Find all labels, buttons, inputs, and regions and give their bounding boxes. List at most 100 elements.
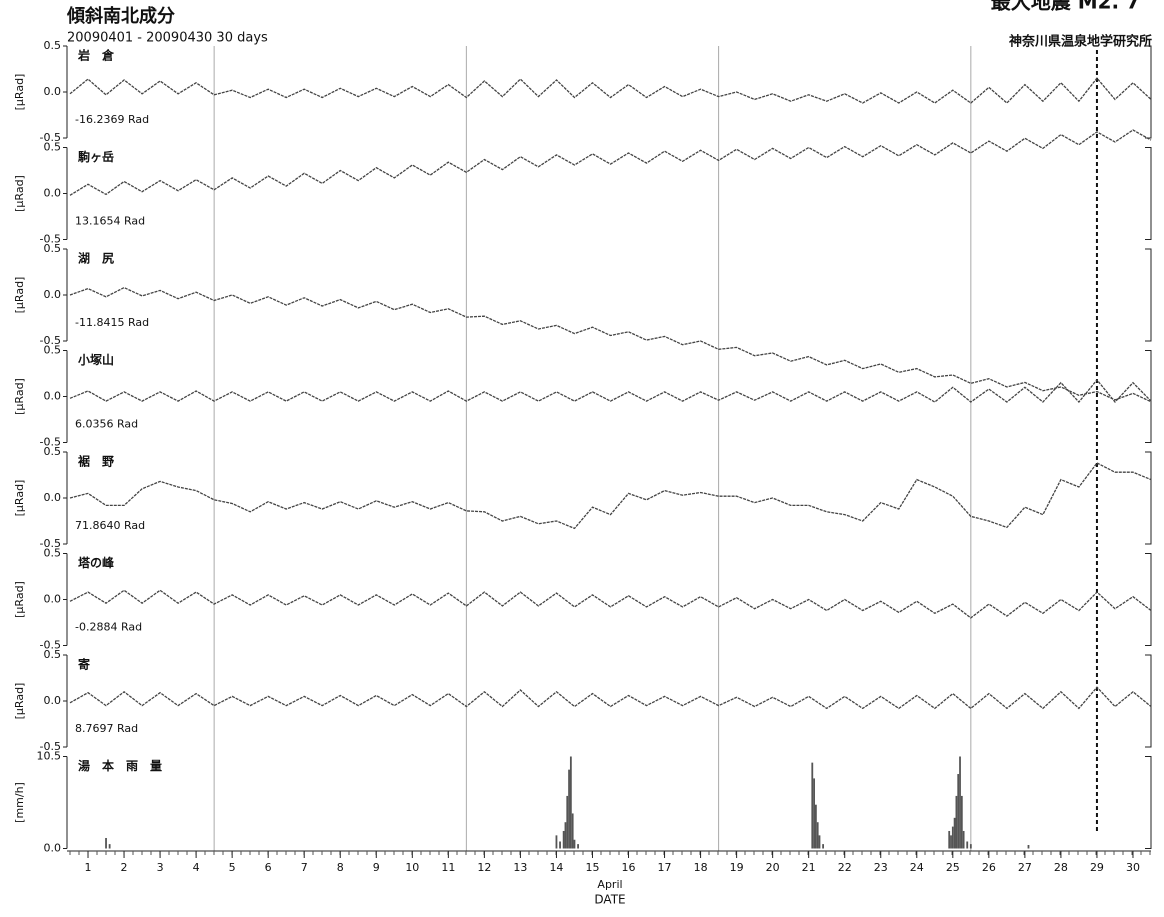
- panel-name: 小塚山: [78, 352, 114, 367]
- offset-label: -0.2884 Rad: [75, 621, 142, 634]
- x-tick-label: 16: [622, 861, 636, 874]
- right-bracket: [1145, 451, 1152, 545]
- y-axis-label: [mm/h]: [13, 782, 26, 823]
- x-tick-label: 4: [193, 861, 200, 874]
- y-tick-label: 0.0: [44, 694, 62, 707]
- rain-bar: [573, 839, 576, 849]
- y-axis-label: [μRad]: [13, 277, 26, 314]
- institute: 神奈川県温泉地学研究所: [1009, 34, 1152, 50]
- rain-bar: [811, 762, 814, 849]
- x-tick-label: 22: [838, 861, 852, 874]
- rain-bar: [957, 774, 960, 849]
- y-tick-label: -0.5: [40, 334, 61, 347]
- panel-name: 塔の峰: [78, 555, 115, 570]
- y-tick-label: 0.0: [44, 491, 62, 504]
- rain-bar: [951, 826, 954, 849]
- y-axis-label: [μRad]: [13, 175, 26, 212]
- x-tick-label: 13: [513, 861, 527, 874]
- x-tick-label: 24: [910, 861, 924, 874]
- y-tick-label: -0.5: [40, 639, 61, 652]
- y-tick-label: 0.5: [44, 648, 62, 661]
- y-tick-label: 0.0: [44, 85, 62, 98]
- right-bracket: [1145, 654, 1152, 748]
- x-tick-label: 11: [441, 861, 455, 874]
- tilt-line: [69, 77, 1152, 104]
- tilt-line: [69, 589, 1152, 619]
- right-bracket: [1145, 553, 1152, 646]
- rain-bar: [966, 841, 969, 849]
- y-tick-label: 10.5: [37, 750, 62, 763]
- y-axis-label: [μRad]: [13, 581, 26, 618]
- tilt-line: [69, 378, 1152, 403]
- panel-name: 裾 野: [78, 454, 114, 469]
- x-tick-label: 5: [229, 861, 236, 874]
- rain-bar: [814, 804, 817, 849]
- rain-bar: [948, 830, 951, 849]
- x-tick-label: 7: [301, 861, 308, 874]
- y-tick-label: -0.5: [40, 233, 61, 246]
- rain-bar: [813, 778, 815, 849]
- rain-bar: [566, 795, 569, 849]
- tilt-line: [69, 129, 1152, 196]
- x-sublabel: April: [597, 878, 622, 891]
- right-bracket: [1145, 248, 1152, 342]
- y-axis-label: [μRad]: [13, 378, 26, 415]
- x-tick-label: 2: [121, 861, 128, 874]
- y-tick-label: 0.5: [44, 445, 62, 458]
- y-tick-label: -0.5: [40, 537, 61, 550]
- rain-bar: [571, 813, 574, 849]
- panel-name: 岩 倉: [77, 48, 115, 63]
- x-tick-label: 17: [658, 861, 672, 874]
- rain-bar: [564, 822, 567, 849]
- rain-bar: [950, 835, 952, 849]
- y-tick-label: 0.5: [44, 39, 62, 52]
- chart-title: 傾斜南北成分: [66, 5, 175, 27]
- y-tick-label: 0.5: [44, 141, 62, 154]
- rain-bar: [108, 844, 111, 849]
- tilt-line: [69, 686, 1152, 710]
- x-tick-label: 30: [1126, 861, 1140, 874]
- x-tick-label: 6: [265, 861, 272, 874]
- x-tick-label: 1: [85, 861, 92, 874]
- rain-bar: [1027, 844, 1030, 849]
- offset-label: 6.0356 Rad: [75, 418, 138, 431]
- chart-subtitle: 20090401 - 20090430 30 days: [67, 31, 268, 46]
- x-tick-label: 21: [802, 861, 816, 874]
- x-tick-label: 19: [730, 861, 744, 874]
- rain-bar: [962, 830, 965, 849]
- y-tick-label: -0.5: [40, 740, 61, 753]
- annotation: 最大地震 M2. 7: [991, 0, 1140, 14]
- x-tick-label: 9: [373, 861, 380, 874]
- x-tick-label: 10: [405, 861, 419, 874]
- x-tick-label: 3: [157, 861, 164, 874]
- panel-name: 寄: [78, 657, 90, 672]
- offset-label: 8.7697 Rad: [75, 722, 138, 735]
- x-tick-label: 12: [477, 861, 491, 874]
- rain-bar: [960, 795, 963, 849]
- x-tick-label: 18: [694, 861, 708, 874]
- rain-bar: [959, 756, 961, 849]
- x-tick-label: 29: [1090, 861, 1104, 874]
- y-axis-label: [μRad]: [13, 74, 26, 111]
- y-tick-label: 0.5: [44, 344, 62, 357]
- x-tick-label: 8: [337, 861, 344, 874]
- rain-bar: [105, 837, 107, 849]
- rain-bar: [559, 841, 561, 849]
- rain-bar: [568, 769, 570, 849]
- y-tick-label: 0.0: [44, 288, 62, 301]
- offset-label: 71.8640 Rad: [75, 519, 145, 532]
- right-bracket: [1145, 756, 1152, 849]
- panel-name: 湖 尻: [78, 251, 114, 266]
- x-tick-label: 20: [766, 861, 780, 874]
- y-axis-label: [μRad]: [13, 480, 26, 517]
- y-tick-label: 0.0: [44, 842, 62, 855]
- tilt-line: [69, 462, 1152, 530]
- y-tick-label: 0.5: [44, 242, 62, 255]
- offset-label: 13.1654 Rad: [75, 215, 145, 228]
- x-tick-label: 15: [585, 861, 599, 874]
- y-tick-label: 0.0: [44, 390, 62, 403]
- rain-bar: [555, 835, 558, 849]
- panel-name: 湯 本 雨 量: [78, 758, 162, 773]
